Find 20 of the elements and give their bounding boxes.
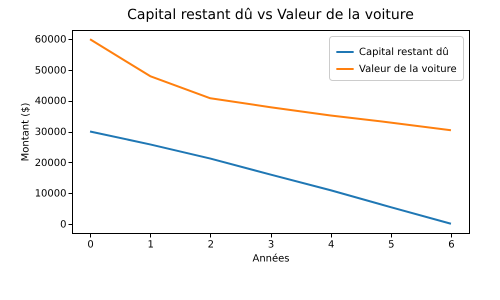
legend-label: Capital restant dû <box>359 47 449 58</box>
y-tick-label: 30000 <box>34 127 66 138</box>
line-series <box>89 130 452 225</box>
y-tick-label: 40000 <box>34 96 66 108</box>
y-tick-label: 20000 <box>34 158 66 169</box>
y-tick-label: 50000 <box>34 65 66 76</box>
x-tick-label: 0 <box>87 240 94 250</box>
y-tick-label: 0 <box>60 219 66 230</box>
chart-title: Capital restant dû vs Valeur de la voiture <box>127 7 414 23</box>
y-tick-label: 10000 <box>34 188 66 200</box>
legend-label: Valeur de la voiture <box>359 64 457 75</box>
x-tick-label: 6 <box>448 240 455 250</box>
x-tick-label: 5 <box>388 240 394 250</box>
x-tick-label: 4 <box>328 240 334 250</box>
x-tick-label: 1 <box>148 240 154 250</box>
y-axis-title: Montant ($) <box>20 102 32 162</box>
y-tick-label: 60000 <box>34 34 66 46</box>
x-tick-label: 2 <box>208 240 214 250</box>
x-tick-label: 3 <box>268 240 274 250</box>
x-axis-title: Années <box>252 254 290 264</box>
